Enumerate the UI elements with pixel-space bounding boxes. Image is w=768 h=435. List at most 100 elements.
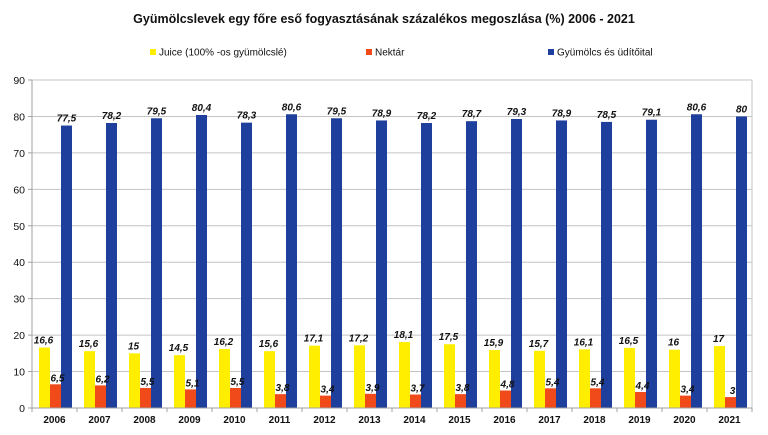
bar-juice [444,344,455,408]
x-tick-label: 2010 [223,415,246,426]
bar-juice [624,347,635,408]
data-label: 15,6 [259,339,279,350]
bar-juice [714,346,725,408]
data-label: 5,5 [231,377,245,388]
bar-juice [579,349,590,408]
x-tick-label: 2013 [358,415,381,426]
x-tick-label: 2014 [403,415,426,426]
legend-swatch [548,49,554,55]
bar-juice [174,355,185,408]
y-tick-label: 70 [13,148,25,160]
data-label: 80,4 [192,103,212,114]
data-label: 78,9 [372,108,392,119]
x-tick-label: 2008 [133,415,156,426]
legend-label: Juice (100% -os gyümölcslé) [159,48,287,59]
bar-udito [421,123,432,408]
y-tick-label: 40 [13,257,25,269]
bar-nektar [590,388,601,408]
bar-nektar [50,384,61,408]
data-label: 78,2 [102,111,122,122]
bar-udito [376,120,387,408]
data-label: 3,4 [681,385,695,396]
data-label: 78,5 [597,110,617,121]
bar-juice [264,351,275,408]
bar-udito [691,114,702,408]
x-tick-label: 2020 [673,415,696,426]
y-tick-label: 50 [13,221,25,233]
x-tick-label: 2019 [628,415,651,426]
x-tick-label: 2015 [448,415,471,426]
bar-nektar [320,395,331,408]
data-label: 5,5 [141,377,155,388]
data-label: 15 [128,341,140,352]
bar-juice [354,345,365,408]
bar-juice [219,348,230,408]
bar-nektar [635,391,646,408]
data-label: 4,4 [635,381,650,392]
x-tick-label: 2012 [313,415,336,426]
data-label: 15,9 [484,338,504,349]
x-tick-label: 2018 [583,415,606,426]
data-label: 5,4 [591,377,605,388]
bar-juice [129,353,140,408]
legend: Juice (100% -os gyümölcslé) Nektár Gyümölc… [150,48,653,59]
data-label: 3,7 [411,384,425,395]
y-tick-label: 80 [13,111,25,123]
bar-udito [511,118,522,409]
bar-nektar [725,397,736,408]
data-label: 78,3 [237,111,257,122]
bar-udito [646,119,657,409]
x-tick-label: 2011 [269,415,291,426]
data-label: 79,3 [507,107,527,118]
legend-swatch [150,49,156,55]
y-tick-label: 90 [13,75,25,87]
bar-nektar [365,393,376,408]
data-label: 16,2 [214,337,234,348]
bar-nektar [500,390,511,408]
data-label: 77,5 [57,114,77,125]
bar-juice [534,350,545,408]
data-label: 6,5 [51,373,65,384]
data-label: 78,7 [462,109,482,120]
x-tick-label: 2017 [538,415,561,426]
bar-nektar [275,394,286,408]
data-label: 4,8 [500,380,515,391]
bar-nektar [455,394,466,408]
x-tick-label: 2021 [718,415,741,426]
bar-udito [556,120,567,408]
bar-udito [106,123,117,408]
bar-udito [196,114,207,408]
y-tick-label: 0 [19,403,25,415]
bar-nektar [230,387,241,408]
chart-title: Gyümölcslevek egy főre eső fogyasztásána… [133,12,635,26]
data-label: 78,9 [552,108,572,119]
bar-nektar [185,389,196,408]
bars [39,114,747,409]
x-tick-label: 2007 [88,415,111,426]
y-axis: 0 10 20 30 40 50 60 70 80 90 [13,75,33,415]
bar-juice [309,345,320,408]
data-labels: 16,6 6,5 77,5 15,6 6,2 78,2 15 5,5 79,5 14,5 5,1 80… [34,102,748,397]
data-label: 17,2 [349,333,369,344]
y-tick-label: 10 [13,367,25,379]
data-label: 80 [736,104,748,115]
bar-udito [61,125,72,409]
bar-juice [39,347,50,408]
data-label: 3 [730,386,736,397]
data-label: 3,8 [276,383,290,394]
x-axis: 2006 2007 2008 2009 2010 2011 2012 2013 2014 2015… [31,407,753,426]
data-label: 80,6 [687,102,707,113]
bar-udito [241,122,252,408]
bar-udito [331,118,342,409]
y-tick-label: 60 [13,184,25,196]
data-label: 78,2 [417,111,437,122]
x-tick-label: 2009 [178,415,201,426]
legend-label: Nektár [375,48,405,59]
data-label: 5,1 [186,378,200,389]
data-label: 17 [713,334,725,345]
x-tick-label: 2016 [493,415,516,426]
data-label: 3,4 [321,385,335,396]
data-label: 14,5 [169,343,189,354]
bar-udito [466,121,477,408]
